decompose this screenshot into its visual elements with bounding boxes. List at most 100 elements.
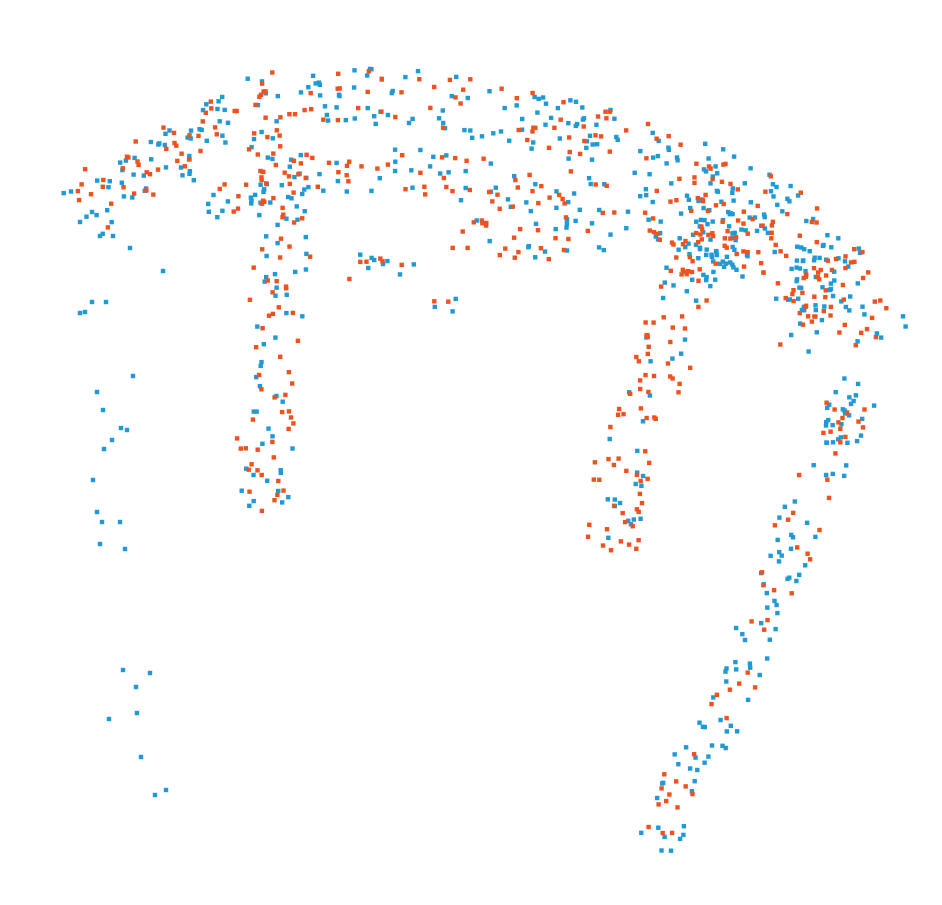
point-orange <box>270 290 275 295</box>
point-blue <box>531 140 536 145</box>
point-orange <box>809 219 815 225</box>
point-blue <box>847 395 852 400</box>
point-blue <box>785 576 790 582</box>
point-blue <box>765 605 770 610</box>
point-orange <box>604 183 609 188</box>
point-orange <box>279 409 285 415</box>
point-orange <box>683 238 688 244</box>
point-blue <box>653 234 658 239</box>
point-orange <box>656 802 661 807</box>
point-orange <box>646 824 651 830</box>
point-blue <box>903 324 908 329</box>
point-orange <box>687 254 692 260</box>
point-orange <box>618 539 624 544</box>
point-blue <box>794 265 799 270</box>
point-blue <box>225 120 231 125</box>
point-blue <box>453 296 458 302</box>
point-blue <box>728 723 733 728</box>
point-blue <box>498 129 504 134</box>
point-blue <box>662 834 667 840</box>
point-orange <box>259 201 265 206</box>
point-blue <box>710 174 715 179</box>
point-orange <box>271 151 276 156</box>
point-orange <box>741 264 747 269</box>
point-blue <box>811 258 817 263</box>
point-blue <box>206 201 211 207</box>
point-blue <box>141 173 146 178</box>
point-blue <box>792 499 797 504</box>
point-blue <box>732 230 737 235</box>
point-blue <box>487 89 492 94</box>
point-orange <box>378 256 383 261</box>
point-orange <box>155 167 161 172</box>
point-orange <box>258 168 263 174</box>
point-orange <box>669 830 675 836</box>
point-orange <box>400 153 405 158</box>
point-blue <box>726 224 732 229</box>
point-orange <box>563 215 569 220</box>
point-orange <box>759 260 764 266</box>
point-blue <box>812 255 817 260</box>
point-blue <box>257 212 262 218</box>
point-blue <box>797 572 802 577</box>
point-blue <box>300 314 305 319</box>
point-orange <box>677 176 682 181</box>
point-orange <box>490 199 495 204</box>
point-blue <box>832 269 837 274</box>
point-orange <box>825 477 830 482</box>
point-blue <box>440 108 445 113</box>
point-orange <box>530 129 535 134</box>
point-blue <box>676 247 681 252</box>
point-orange <box>481 156 486 161</box>
point-orange <box>704 298 709 303</box>
point-blue <box>577 207 582 212</box>
point-blue <box>631 517 636 522</box>
point-blue <box>470 135 475 140</box>
point-orange <box>825 258 831 263</box>
point-blue <box>89 209 95 215</box>
point-blue <box>704 247 709 252</box>
point-orange <box>803 274 808 279</box>
point-blue <box>334 105 339 110</box>
point-blue <box>795 193 801 198</box>
point-orange <box>873 334 879 340</box>
point-blue <box>393 159 398 164</box>
point-orange <box>692 175 697 180</box>
point-blue <box>635 448 640 454</box>
point-blue <box>820 243 826 248</box>
point-orange <box>856 419 861 424</box>
point-blue <box>289 196 294 201</box>
point-blue <box>772 598 777 604</box>
point-orange <box>174 143 179 148</box>
point-blue <box>215 106 220 112</box>
point-orange <box>790 291 795 297</box>
point-blue <box>90 477 96 483</box>
point-blue <box>427 164 433 169</box>
point-orange <box>612 210 617 215</box>
point-orange <box>815 274 820 280</box>
point-blue <box>734 267 739 272</box>
point-orange <box>471 220 476 225</box>
point-blue <box>853 393 859 398</box>
point-blue <box>768 189 774 194</box>
point-blue <box>352 116 357 121</box>
point-orange <box>513 177 518 183</box>
point-blue <box>813 534 818 540</box>
point-blue <box>762 226 767 231</box>
point-blue <box>730 262 735 267</box>
point-orange <box>120 166 125 171</box>
point-orange <box>745 231 750 236</box>
point-orange <box>256 372 262 378</box>
point-orange <box>344 173 349 178</box>
point-blue <box>222 107 227 113</box>
point-blue <box>820 285 825 290</box>
point-orange <box>187 133 192 138</box>
point-blue <box>774 602 779 608</box>
point-blue <box>731 154 737 159</box>
point-blue <box>325 118 331 123</box>
point-orange <box>628 391 633 396</box>
point-blue <box>625 209 631 214</box>
point-blue <box>708 237 713 242</box>
point-orange <box>255 447 260 452</box>
point-orange <box>164 146 169 152</box>
